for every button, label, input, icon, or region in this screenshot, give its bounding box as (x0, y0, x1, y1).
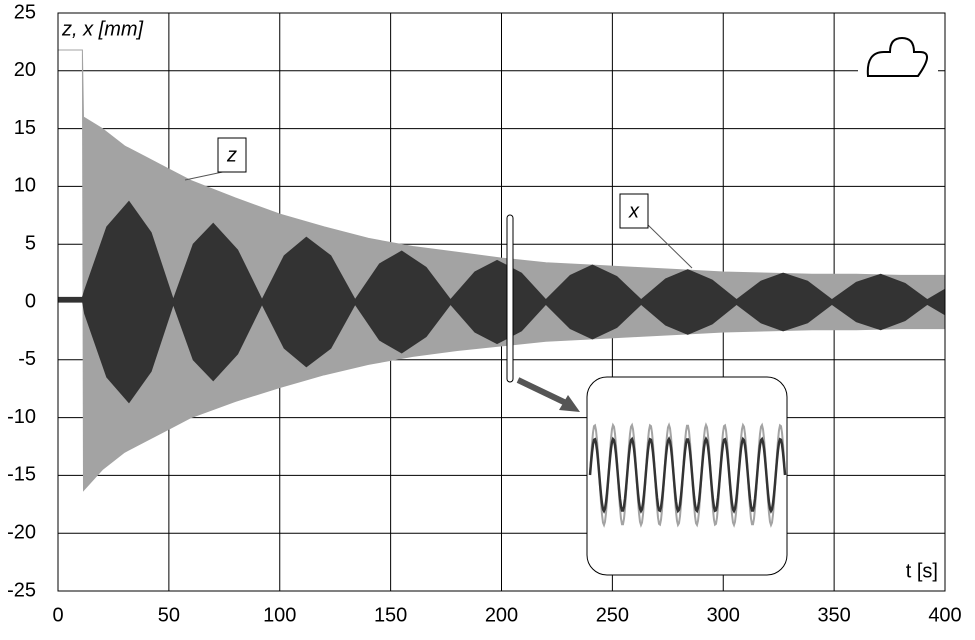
inset (586, 376, 788, 576)
series-label-box (217, 137, 247, 173)
leader-line (647, 224, 693, 269)
x-tick-label: 0 (52, 604, 63, 626)
series-label-box (619, 193, 649, 229)
y-tick-label: -15 (7, 464, 36, 486)
y-tick-label: 20 (14, 59, 36, 81)
y-tick-label: -25 (7, 579, 36, 601)
x-axis-label: t [s] (906, 560, 938, 582)
x-tick-label: 150 (374, 604, 407, 626)
label-bg (893, 558, 943, 586)
x-tick-label: 350 (817, 604, 850, 626)
y-tick-label: 0 (25, 290, 36, 312)
y-tick-label: 25 (14, 1, 36, 23)
y-tick-label: -5 (18, 348, 36, 370)
inset-waves (588, 422, 787, 528)
y-tick-label: -10 (7, 406, 36, 428)
zoom-arrowhead (559, 395, 580, 412)
x-tick-label: 200 (485, 604, 518, 626)
x-tick-label: 100 (263, 604, 296, 626)
y-tick-label: -20 (7, 521, 36, 543)
y-tick-label: 10 (14, 175, 36, 197)
series-label: x (628, 200, 640, 222)
x-tick-label: 400 (928, 604, 961, 626)
y-axis-label: z, x [mm] (61, 18, 144, 40)
inset-wave (589, 422, 786, 528)
label-bg (59, 16, 159, 44)
plot-frame (57, 12, 946, 592)
x-tick-label: 250 (596, 604, 629, 626)
vehicle-icon (866, 36, 928, 77)
y-tick-label: 15 (14, 117, 36, 139)
x-tick-label: 50 (158, 604, 180, 626)
zoom-arrow (516, 377, 568, 406)
y-tick-label: 5 (25, 232, 36, 254)
series-label: z (226, 144, 237, 166)
zoom-marker (506, 214, 514, 383)
inset-wave (588, 436, 787, 514)
x-tick-label: 300 (707, 604, 740, 626)
